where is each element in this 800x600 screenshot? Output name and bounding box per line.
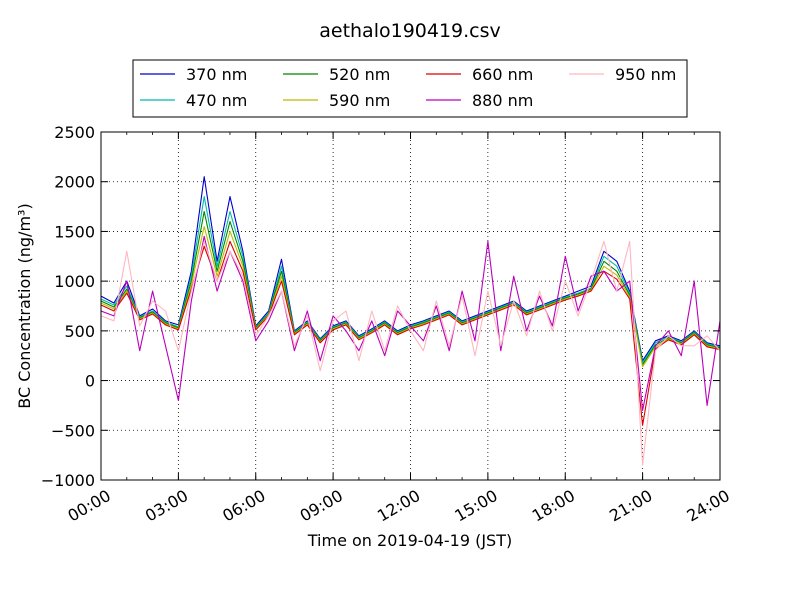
chart-title: aethalo190419.csv [319,20,501,42]
legend-label: 590 nm [329,91,390,110]
y-tick-label: 1500 [54,222,95,241]
y-tick-label: 2500 [54,123,95,142]
x-tick-label: 21:00 [606,486,655,526]
y-tick-label: 500 [64,322,95,341]
x-tick-label: 09:00 [297,486,346,526]
series-line-3 [101,225,720,368]
legend-box [132,59,688,118]
legend-label: 370 nm [186,65,247,84]
legend-label: 660 nm [472,65,533,84]
y-tick-label: 1000 [54,272,95,291]
x-axis-label: Time on 2019-04-19 (JST) [307,531,512,550]
legend-label: 950 nm [615,65,676,84]
x-tick-label: 00:00 [64,486,113,526]
plot-series [101,176,720,466]
series-line-2 [101,210,720,366]
x-tick-label: 18:00 [529,486,578,526]
legend-label: 880 nm [472,91,533,110]
legend-label: 470 nm [186,91,247,110]
y-tick-label: 2000 [54,173,95,192]
y-tick-label: −1000 [41,471,95,490]
y-axis-label: BC Concentration (ng/m³) [15,203,34,408]
series-line-4 [101,240,720,426]
legend: 370 nm 470 nm 520 nm 590 nm 660 nm 880 nm 950 … [132,59,688,118]
x-tick-label: 12:00 [374,486,423,526]
x-tick-label: 06:00 [219,486,268,526]
y-tick-label: −500 [51,421,95,440]
x-tick-label: 15:00 [451,486,500,526]
y-tick-label: 0 [85,372,95,391]
series-line-6 [101,240,720,466]
series-line-0 [101,176,720,362]
x-tick-label: 24:00 [683,486,732,526]
x-tick-label: 03:00 [142,486,191,526]
legend-label: 520 nm [329,65,390,84]
grid [101,132,720,480]
